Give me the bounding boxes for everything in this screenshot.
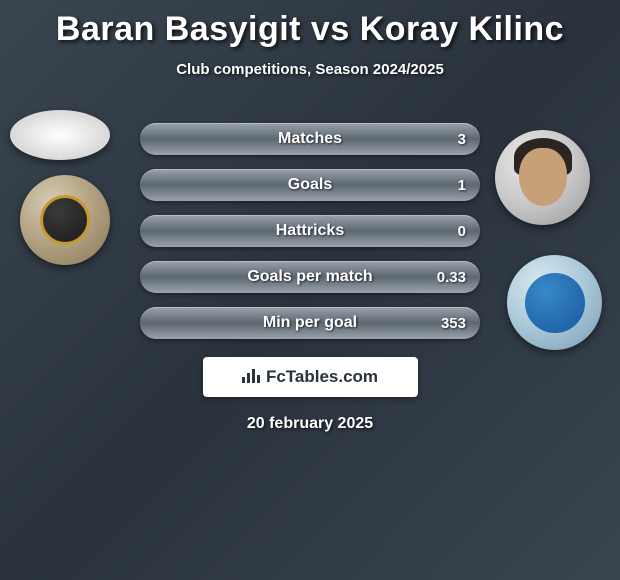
stat-row-goals-per-match: Goals per match 0.33 — [140, 261, 480, 293]
player-left-avatar — [10, 110, 110, 160]
stat-value-right: 0 — [458, 223, 466, 240]
stat-row-hattricks: Hattricks 0 — [140, 215, 480, 247]
stat-value-right: 3 — [458, 131, 466, 148]
comparison-title: Baran Basyigit vs Koray Kilinc — [0, 0, 620, 49]
stat-row-min-per-goal: Min per goal 353 — [140, 307, 480, 339]
stat-label: Min per goal — [263, 314, 357, 332]
stat-label: Goals per match — [247, 268, 372, 286]
brand-text: FcTables.com — [266, 367, 378, 387]
club-left-badge — [20, 175, 110, 265]
chart-icon — [242, 367, 260, 388]
player-right-avatar — [495, 130, 590, 225]
avatar-face — [519, 148, 567, 206]
club-right-badge — [507, 255, 602, 350]
stat-value-right: 1 — [458, 177, 466, 194]
stat-label: Matches — [278, 130, 342, 148]
stat-row-goals: Goals 1 — [140, 169, 480, 201]
stat-label: Goals — [288, 176, 332, 194]
stat-value-right: 353 — [441, 315, 466, 332]
stat-value-right: 0.33 — [437, 269, 466, 286]
stat-label: Hattricks — [276, 222, 344, 240]
club-left-badge-inner — [40, 195, 90, 245]
date-label: 20 february 2025 — [0, 415, 620, 433]
club-right-badge-inner — [525, 273, 585, 333]
comparison-subtitle: Club competitions, Season 2024/2025 — [0, 61, 620, 78]
brand-banner[interactable]: FcTables.com — [203, 357, 418, 397]
stat-row-matches: Matches 3 — [140, 123, 480, 155]
